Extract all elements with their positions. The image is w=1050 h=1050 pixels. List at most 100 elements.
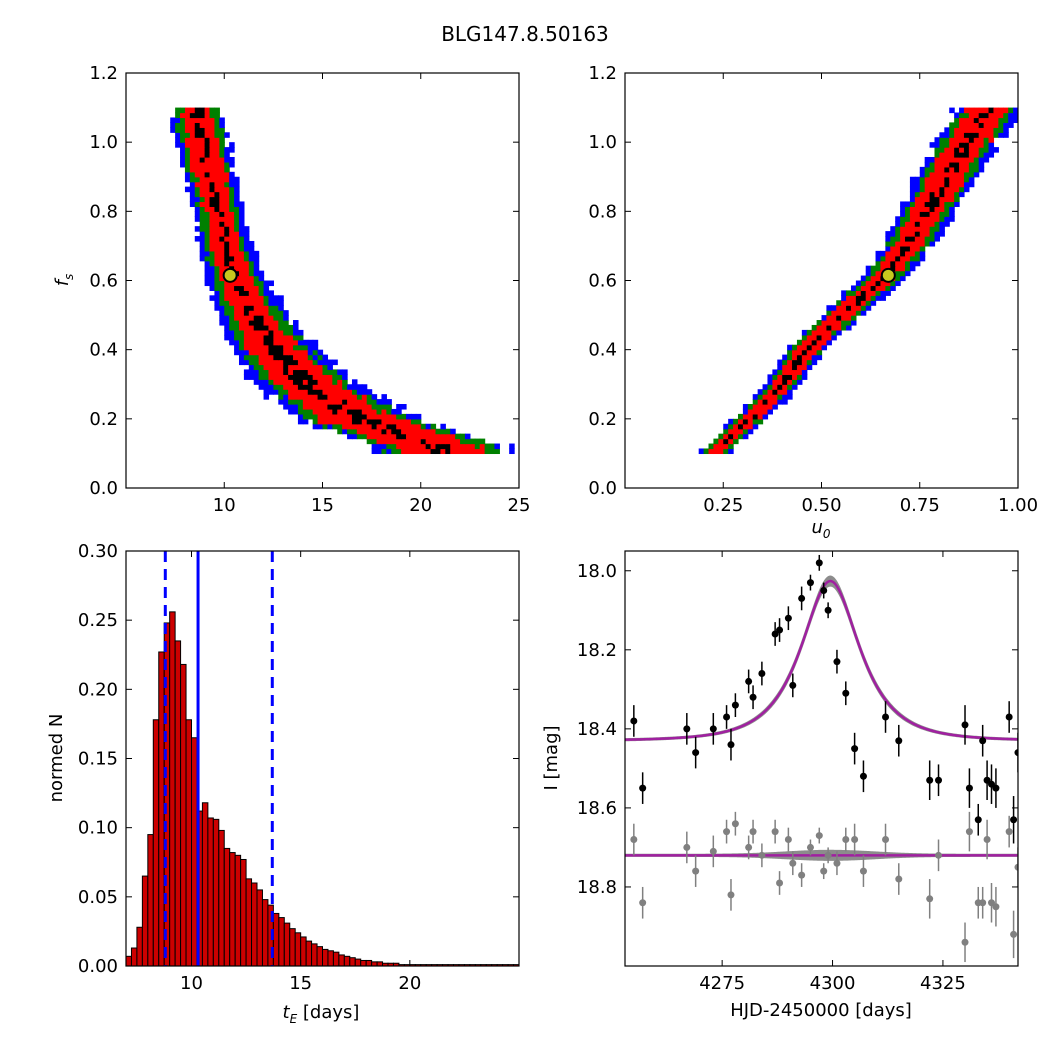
region-cell (204, 211, 211, 217)
region-cell (939, 211, 945, 217)
region-cell (214, 132, 220, 138)
data-point (1010, 816, 1018, 824)
region-cell (307, 379, 314, 385)
region-cell (263, 389, 270, 395)
region-cell (273, 339, 279, 346)
region-cell (248, 260, 255, 267)
region-cell (963, 156, 970, 163)
region-cell (297, 374, 304, 380)
region-cell (273, 320, 279, 326)
region-cell (248, 349, 255, 356)
region-cell (317, 413, 324, 420)
region-cell (376, 408, 383, 415)
region-cell (337, 399, 343, 405)
region-cell (209, 132, 216, 138)
region-cell (742, 428, 749, 435)
region-cell (944, 206, 950, 212)
region-cell (895, 255, 901, 262)
region-cell (194, 117, 201, 124)
region-cell (238, 354, 245, 361)
region-cell (342, 394, 348, 400)
region-cell (327, 399, 333, 405)
region-cell (949, 186, 955, 193)
region-cell (924, 156, 931, 163)
region-cell (796, 379, 803, 385)
region-cell (224, 305, 230, 311)
residual-point (727, 891, 735, 899)
region-cell (322, 384, 329, 390)
region-cell (733, 418, 739, 425)
region-cell (973, 142, 980, 148)
region-cell (204, 166, 211, 173)
region-cell (366, 399, 373, 405)
region-cell (762, 404, 769, 410)
region-cell (214, 221, 220, 227)
region-cell (895, 270, 901, 277)
best-fit-marker (880, 267, 896, 283)
region-cell (194, 236, 201, 242)
region-cell (909, 240, 916, 247)
region-cell (229, 300, 235, 306)
region-cell (253, 290, 260, 296)
region-cell (209, 112, 216, 119)
region-cell (909, 201, 916, 207)
panel-fs-vs-u0: 0.25 0.50 0.75 1.000.00.20.40.60.81.01.2u0 (588, 63, 1038, 541)
region-cell (924, 201, 931, 207)
region-cell (895, 226, 901, 232)
region-cell (361, 418, 368, 425)
region-cell (381, 413, 387, 420)
region-cell (214, 122, 220, 128)
region-cell (386, 443, 392, 450)
region-cell (846, 310, 852, 316)
region-cell (243, 320, 250, 326)
region-cell (337, 379, 343, 385)
histogram-bar (371, 961, 378, 967)
region-cell (846, 324, 852, 331)
region-cell (283, 359, 289, 366)
region-cell (929, 221, 936, 227)
region-cell (234, 280, 240, 287)
region-cell (199, 245, 206, 252)
region-cell (777, 379, 783, 385)
panel-light-curve: 4275 4300 432518.018.218.418.618.8HJD-2450… (541, 550, 1019, 1021)
region-cell (796, 349, 803, 356)
region-cell (401, 428, 407, 435)
y-tick-label: 18.2 (577, 640, 617, 661)
region-cell (959, 107, 965, 114)
histogram-bar (338, 954, 345, 967)
region-cell (900, 275, 906, 282)
region-cell (401, 443, 407, 450)
region-cell (229, 156, 235, 163)
region-cell (361, 433, 368, 440)
region-cell (253, 305, 260, 311)
region-cell (180, 127, 186, 133)
region-cell (199, 236, 206, 242)
region-cell (954, 181, 960, 188)
region-cell (816, 354, 823, 361)
region-cell (831, 305, 837, 311)
region-cell (229, 196, 235, 203)
region-cell (297, 329, 304, 336)
region-cell (234, 196, 240, 203)
region-cell (238, 329, 245, 336)
region-cell (263, 300, 270, 306)
region-cell (909, 196, 916, 203)
region-cell (425, 433, 432, 440)
region-cell (792, 344, 798, 351)
region-cell (381, 404, 387, 410)
region-cell (224, 176, 230, 183)
region-cell (415, 413, 422, 420)
region-cell (698, 448, 705, 455)
region-cell (968, 147, 975, 153)
region-cell (184, 122, 191, 128)
region-cell (900, 231, 906, 237)
region-cell (253, 250, 260, 257)
region-cell (209, 240, 216, 247)
region-cell (816, 329, 823, 336)
region-cell (278, 324, 284, 331)
histogram-bar (332, 951, 340, 967)
region-cell (909, 206, 916, 212)
region-cell (841, 310, 847, 316)
region-cell (752, 418, 759, 425)
region-cell (410, 433, 417, 440)
